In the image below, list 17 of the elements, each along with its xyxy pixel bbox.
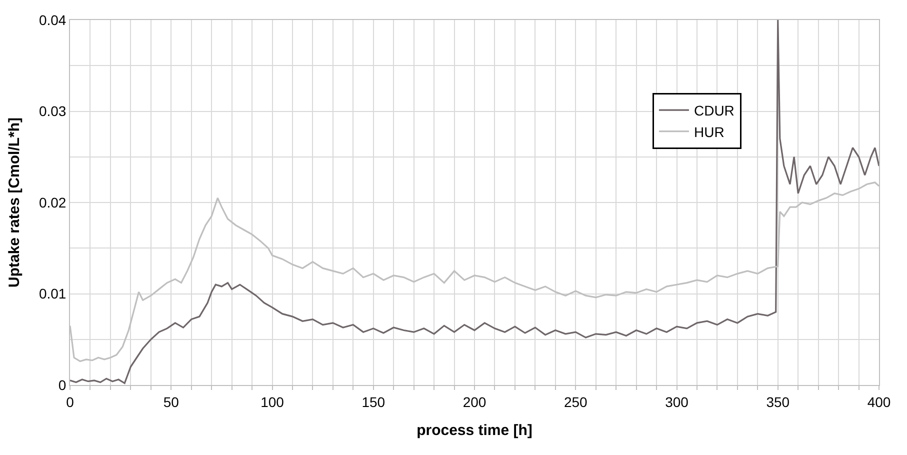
x-tick-label: 350 [766, 394, 790, 410]
y-tick-label: 0.03 [38, 103, 66, 120]
x-tick-label: 150 [362, 394, 386, 410]
x-axis-title: process time [h] [416, 422, 532, 439]
y-axis-title: Uptake rates [Cmol/L*h] [6, 117, 24, 288]
x-tick-label: 100 [260, 394, 284, 410]
y-tick-label: 0 [58, 376, 66, 393]
x-tick-label: 250 [564, 394, 588, 410]
legend-label: CDUR [694, 102, 734, 119]
x-tick-label: 200 [462, 394, 486, 410]
x-tick-label: 400 [867, 394, 891, 410]
y-tick-label: 0.04 [38, 12, 66, 28]
legend-label: HUR [694, 124, 724, 140]
x-tick-label: 300 [665, 394, 689, 410]
y-tick-label: 0.01 [38, 286, 66, 302]
x-tick-label: 50 [163, 394, 180, 410]
y-tick-label: 0.02 [38, 194, 66, 210]
